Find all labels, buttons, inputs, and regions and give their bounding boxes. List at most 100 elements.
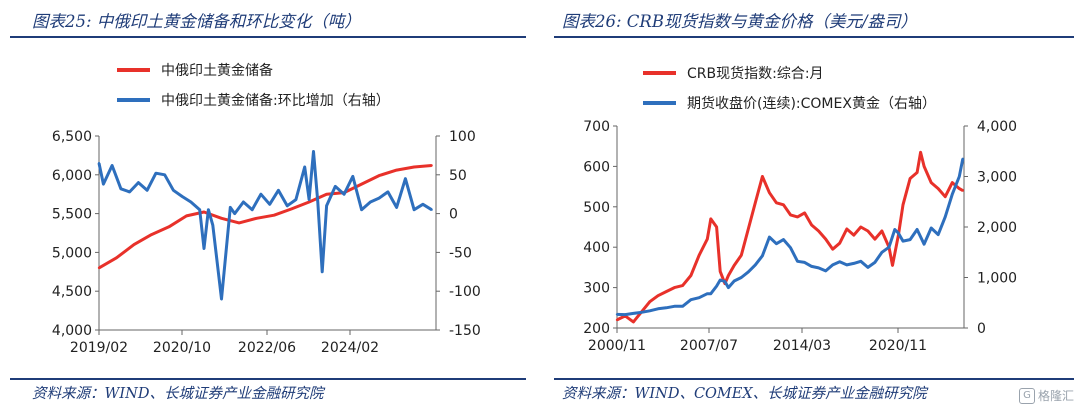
series-2-point (944, 215, 947, 219)
right-chart-panel: 图表26: CRB现货指数与黄金价格（美元/盎司） 200 300 400 500 60… (540, 0, 1080, 411)
series-2-point (789, 246, 792, 249)
y-right-tick-label: 4,000 (977, 119, 1017, 135)
y-right-tick-label: 1,000 (977, 271, 1017, 287)
series-1-point (859, 225, 862, 229)
series-2-point (715, 284, 718, 288)
gold-reserves-chart: 4,000 4,500 5,000 5,500 6,000 6,500 -150 -100 -5… (52, 62, 481, 356)
series-2-point (922, 243, 926, 246)
series-1-point (958, 187, 961, 190)
series-1-point (430, 164, 433, 167)
y-left-tick-label: 600 (583, 159, 610, 175)
x-tick-label: 2022/06 (238, 340, 296, 356)
series-2-point (768, 235, 771, 239)
series-2-point (697, 296, 701, 299)
series-2-point (901, 239, 905, 243)
series-1-point (632, 320, 635, 324)
series-2-point (930, 226, 933, 230)
series-1-point (880, 229, 884, 233)
series-2-point (395, 206, 398, 209)
chart-title: 图表26: CRB现货指数与黄金价格（美元/盎司） (562, 12, 918, 31)
x-tick-label: 2007/07 (680, 338, 738, 354)
series-1-point (255, 217, 258, 220)
series-2-point (377, 196, 381, 200)
series-1-point (919, 151, 922, 154)
series-2-point (937, 233, 940, 236)
series-2-point (268, 203, 271, 206)
series-1-point (838, 242, 841, 245)
series-2-point (259, 193, 263, 196)
series-2-point (386, 190, 390, 194)
series-2-point (154, 172, 158, 175)
series-2-point (640, 311, 643, 314)
series-1-point (789, 213, 792, 217)
series-1-point (412, 165, 416, 169)
series-1-point (360, 182, 363, 186)
series-1-point (775, 201, 778, 204)
series-2-point (119, 187, 123, 190)
series-2-point (817, 266, 820, 270)
series-2-point (145, 189, 149, 192)
series-2-point (727, 286, 730, 289)
series-2-point (665, 306, 668, 309)
series-2-point (824, 269, 827, 273)
watermark-text: 格隆汇 (1037, 389, 1074, 403)
legend-label-1: 中俄印土黄金储备 (161, 62, 273, 79)
series-1-point (615, 318, 619, 322)
crb-gold-chart: 200 300 400 500 600 700 0 1,000 2,000 3,000 4,000 2… (583, 65, 1017, 354)
series-2-point (880, 251, 884, 254)
series-2-point (775, 242, 778, 245)
series-1-point (803, 211, 806, 215)
y-left-tick-label: 6,500 (52, 129, 92, 145)
title-divider (554, 36, 1074, 38)
series-2-point (421, 203, 425, 206)
y-left-tick-label: 5,500 (52, 207, 92, 223)
series-2-point (958, 175, 961, 178)
series-2-point (908, 238, 912, 241)
series-2-point (163, 173, 166, 176)
series-1-point (727, 274, 730, 277)
watermark-logo-icon: G (1018, 387, 1035, 404)
series-2-point (897, 231, 900, 235)
series-2-point (220, 297, 223, 301)
series-line-2 (97, 150, 433, 301)
series-2-point (747, 270, 750, 274)
x-tick-label: 2000/11 (588, 338, 646, 354)
series-1-point (673, 286, 676, 289)
series-1-point (901, 203, 905, 206)
series-1-point (908, 177, 912, 180)
series-1-point (681, 284, 684, 287)
series-1-point (202, 210, 206, 214)
series-1-point (831, 248, 834, 251)
x-tick-label: 2019/02 (70, 340, 128, 356)
series-2-point (915, 228, 919, 231)
series-1-point (915, 171, 919, 174)
series-1-point (97, 266, 101, 270)
series-2-point (740, 276, 743, 279)
series-1-point (150, 233, 153, 236)
series-1-point (325, 193, 328, 196)
series-1-point (185, 214, 188, 218)
series-2-point (803, 261, 806, 264)
series-2-point (893, 228, 896, 231)
series-1-point (782, 203, 785, 206)
series-2-point (624, 313, 627, 316)
series-2-point (709, 292, 712, 295)
series-2-point (810, 265, 813, 268)
series-2-point (648, 309, 651, 312)
series-1-point (719, 270, 722, 273)
series-2-point (102, 182, 105, 186)
series-2-point (172, 189, 175, 192)
y-left-tick-label: 5,000 (52, 245, 92, 261)
series-2-point (430, 208, 433, 211)
watermark: G 格隆汇 (1018, 387, 1074, 404)
series-1-point (961, 189, 964, 192)
series-2-point (198, 208, 201, 211)
y-left-tick-label: 500 (583, 200, 610, 216)
chart-source: 资料来源：WIND、COMEX、长城证券产业金融研究院 (562, 386, 927, 402)
series-2-point (251, 208, 254, 211)
chart-source: 资料来源：WIND、长城证券产业金融研究院 (32, 386, 324, 402)
series-1-point (796, 215, 799, 219)
series-1-point (733, 264, 736, 267)
series-1-point (951, 181, 954, 184)
series-2-point (242, 200, 245, 204)
